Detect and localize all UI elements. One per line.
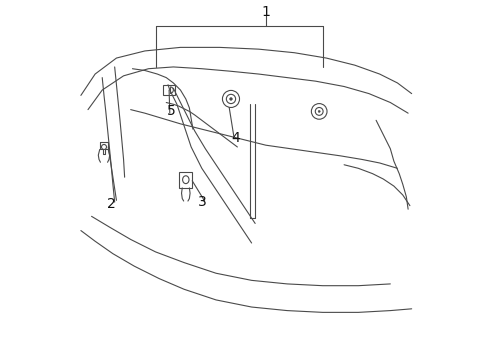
Bar (163, 85, 175, 95)
Circle shape (318, 110, 320, 112)
Bar (179, 172, 192, 188)
Circle shape (229, 98, 232, 100)
Text: 2: 2 (106, 197, 115, 211)
Text: 5: 5 (167, 104, 176, 118)
Text: 1: 1 (261, 5, 270, 19)
Text: 4: 4 (231, 131, 240, 145)
Text: 3: 3 (197, 195, 206, 209)
